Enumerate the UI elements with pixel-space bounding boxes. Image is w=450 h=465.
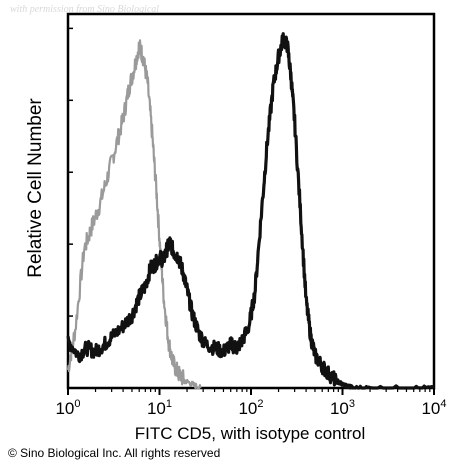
x-tick-label: 101 xyxy=(147,398,172,418)
y-axis-label: Relative Cell Number xyxy=(25,98,46,278)
watermark-text: with permission from Sino Biological xyxy=(10,4,160,15)
isotype-control-series xyxy=(66,39,202,390)
series-layer xyxy=(66,32,435,390)
x-tick-label: 100 xyxy=(55,398,80,418)
cd5-series xyxy=(66,32,435,390)
copyright-text: © Sino Biological Inc. All rights reserv… xyxy=(8,446,221,460)
x-tick-label: 102 xyxy=(238,398,263,418)
x-axis-ticks: 100 101 102 103 104 xyxy=(55,388,447,418)
x-tick-label: 104 xyxy=(421,398,446,418)
x-tick-label: 103 xyxy=(330,398,355,418)
x-axis-label: FITC CD5, with isotype control xyxy=(134,424,366,443)
